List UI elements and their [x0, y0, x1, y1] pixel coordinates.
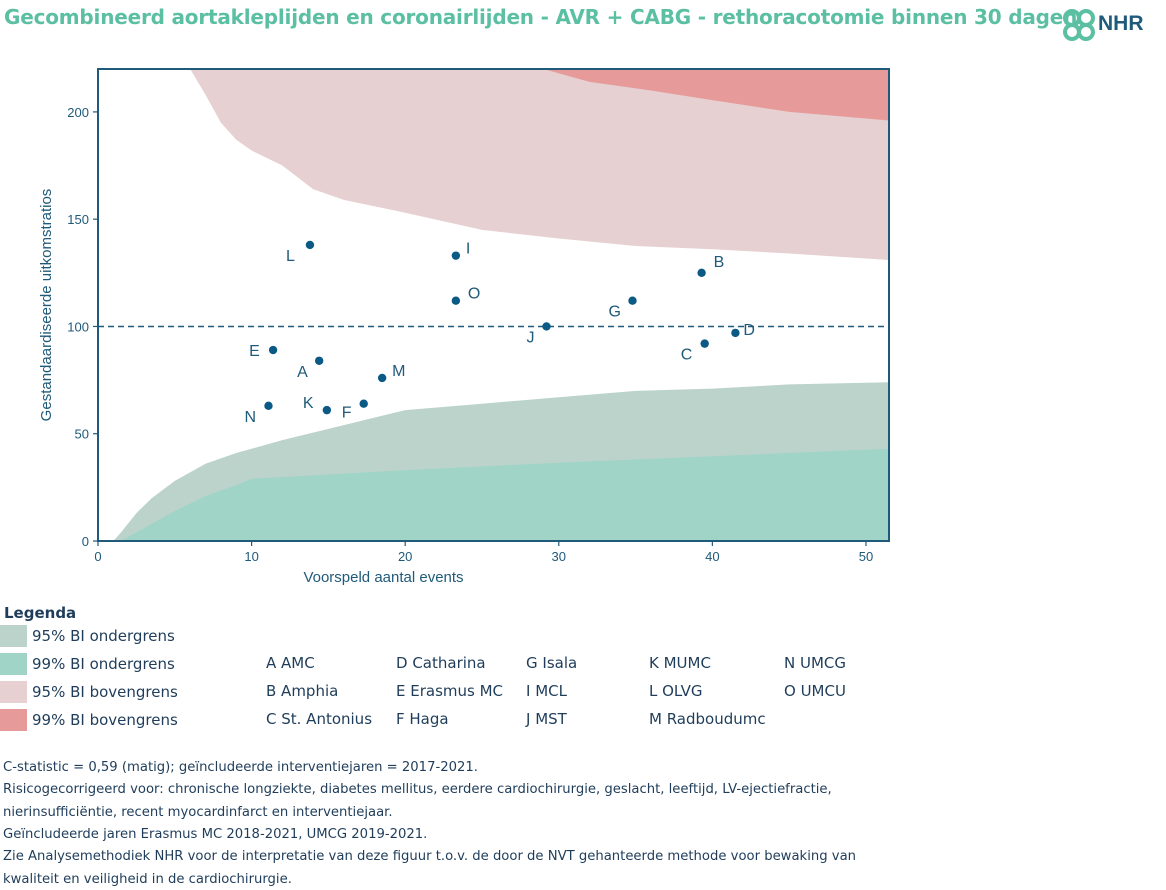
x-tick-label: 30	[552, 549, 566, 564]
data-label-g: G	[609, 304, 621, 321]
y-tick-label: 50	[75, 427, 89, 442]
legend-swatch	[0, 653, 27, 675]
footnote-line: C-statistic = 0,59 (matig); geïncludeerd…	[3, 760, 478, 775]
hospital-legend-item: B Amphia	[266, 682, 339, 700]
data-point-o	[451, 296, 461, 305]
data-point-e	[268, 345, 278, 355]
y-tick-label: 200	[67, 105, 89, 120]
hospital-legend-item: G Isala	[526, 654, 578, 672]
x-tick-label: 0	[94, 549, 101, 564]
legend-label: 95% BI ondergrens	[32, 627, 175, 645]
data-label-b: B	[714, 254, 725, 271]
legend-swatch	[0, 709, 27, 731]
data-label-d: D	[743, 322, 755, 339]
footnote-line: Zie Analysemethodiek NHR voor de interpr…	[3, 849, 857, 864]
x-axis-label: Voorspeld aantal events	[303, 569, 463, 586]
legend-title: Legenda	[4, 604, 77, 622]
x-tick-label: 20	[398, 549, 412, 564]
footnote-line: Geïncludeerde jaren Erasmus MC 2018-2021…	[3, 827, 428, 842]
footnote-line: kwaliteit en veiligheid in de cardiochir…	[3, 872, 292, 887]
hospital-legend-item: C St. Antonius	[266, 710, 373, 728]
hospital-legend-item: F Haga	[396, 710, 449, 728]
scatter-chart: 0 10 20 30 40 50 0 50 100 150 200 Voorspeld aantal …	[38, 68, 890, 586]
footnote-line: nierinsufficiëntie, recent myocardinfarc…	[3, 805, 393, 820]
data-label-k: K	[303, 395, 314, 412]
data-label-c: C	[681, 347, 693, 364]
ci99-lower-band	[121, 448, 889, 541]
x-tick-label: 40	[705, 549, 719, 564]
nhr-logo-icon	[1063, 9, 1095, 41]
data-point-d	[731, 328, 740, 338]
data-label-f: F	[342, 405, 352, 422]
hospital-legend-item: A AMC	[266, 654, 315, 672]
legend-label: 99% BI bovengrens	[32, 711, 178, 729]
ci95-upper-band	[190, 69, 889, 260]
logo-text: NHR	[1098, 12, 1144, 35]
data-point-n	[264, 401, 273, 411]
data-label-o: O	[468, 286, 480, 303]
data-point-b	[697, 268, 706, 278]
hospital-legend-item: L OLVG	[649, 682, 703, 700]
plot-frame	[97, 68, 890, 542]
data-label-e: E	[249, 343, 260, 360]
data-label-a: A	[297, 364, 308, 381]
data-point-c	[700, 339, 709, 348]
y-tick-label: 150	[67, 212, 89, 227]
legend-label: 99% BI ondergrens	[32, 655, 175, 673]
data-point-l	[305, 240, 315, 250]
legend-swatch	[0, 625, 27, 647]
data-label-i: I	[466, 241, 470, 258]
hospital-legend-item: O UMCU	[784, 682, 846, 700]
hospital-legend-item: E Erasmus MC	[396, 682, 504, 700]
footnote-line: Risicogecorrigeerd voor: chronische long…	[3, 782, 832, 797]
ci99-upper-band	[543, 69, 889, 121]
x-tick-label: 50	[859, 549, 873, 564]
data-point-a	[314, 356, 324, 365]
y-axis-label: Gestandaardiseerde uitkomstratios	[38, 189, 55, 422]
hospital-legend-item: M Radboudumc	[649, 710, 766, 728]
legend-swatch	[0, 681, 27, 703]
data-point-m	[377, 373, 387, 383]
data-point-i	[451, 251, 461, 260]
hospital-legend-item: I MCL	[526, 682, 567, 700]
data-point-f	[359, 399, 368, 408]
data-label-n: N	[244, 409, 256, 426]
data-label-j: J	[526, 329, 534, 346]
y-tick-label: 100	[67, 319, 89, 334]
hospital-legend-item: N UMCG	[784, 654, 847, 672]
legend-label: 95% BI bovengrens	[32, 683, 178, 701]
y-tick-label: 0	[82, 534, 89, 549]
data-point-g	[628, 296, 637, 305]
hospital-legend-item: D Catharina	[396, 654, 486, 672]
data-label-m: M	[392, 363, 405, 380]
data-point-k	[322, 405, 332, 415]
x-tick-label: 10	[244, 549, 258, 564]
data-point-j	[542, 322, 551, 331]
hospital-legend-item: K MUMC	[649, 654, 711, 672]
data-label-l: L	[286, 248, 295, 265]
hospital-legend-item: J MST	[526, 710, 567, 728]
page-title: Gecombineerd aortakleplijden en coronair…	[4, 5, 1078, 29]
